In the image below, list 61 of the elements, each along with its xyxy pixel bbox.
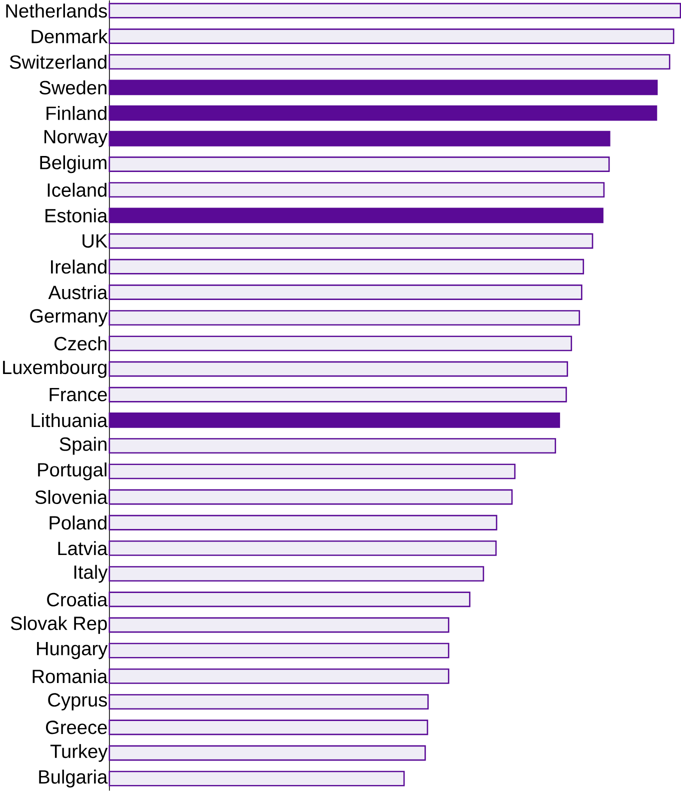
bar (108, 386, 567, 402)
y-tick-label: Cyprus (48, 693, 107, 710)
bar (108, 28, 674, 44)
y-tick-label: Latvia (58, 541, 108, 556)
y-tick-label: Switzerland (10, 54, 106, 69)
bar (108, 80, 658, 96)
y-tick-label: Croatia (47, 592, 108, 606)
y-tick-label: Czech (54, 336, 106, 350)
bar (108, 156, 610, 172)
y-tick-label: Iceland (48, 182, 106, 197)
bar (108, 336, 572, 352)
y-tick-label: Luxembourg (3, 360, 106, 378)
y-tick-label: Lithuania (32, 413, 108, 428)
bar (108, 208, 604, 224)
bar (108, 464, 516, 480)
y-tick-label: Belgium (40, 155, 106, 174)
y-tick-label: Sweden (39, 80, 106, 94)
y-tick-label: Estonia (45, 208, 108, 222)
bar (108, 770, 405, 786)
y-tick-label: Bulgaria (39, 770, 108, 788)
bar (108, 642, 450, 658)
bar (108, 617, 450, 633)
y-tick-label: Turkey (50, 744, 108, 762)
y-tick-label: Spain (60, 436, 106, 455)
bar (108, 310, 580, 326)
y-tick-label: Austria (48, 285, 108, 300)
y-tick-label: Ireland (51, 260, 106, 274)
y-tick-label: UK (82, 234, 108, 248)
y-tick-label: Slovenia (35, 490, 108, 504)
bar (108, 592, 470, 608)
y-tick-label: Netherlands (6, 4, 107, 18)
bar (108, 694, 429, 710)
y-tick-label: Slovak Rep (10, 616, 107, 634)
y-tick-label: Poland (50, 516, 106, 530)
y-tick-label: Italy (74, 564, 108, 583)
y-tick-label: Finland (46, 106, 106, 120)
bar (108, 720, 428, 736)
bar (108, 284, 582, 300)
y-tick-label: Norway (44, 130, 108, 148)
bar (108, 489, 513, 505)
bar (108, 745, 426, 761)
y-tick-label: Portugal (38, 462, 106, 480)
y-tick-label: Germany (30, 309, 108, 326)
bar (108, 258, 584, 274)
bar (108, 233, 594, 249)
bar (108, 668, 450, 684)
y-tick-label: Hungary (37, 642, 108, 660)
y-tick-label: France (50, 388, 107, 402)
bar (108, 361, 568, 377)
bar (108, 130, 610, 146)
bar (108, 566, 484, 582)
bar (108, 514, 498, 530)
bar (108, 438, 556, 454)
bar (108, 540, 497, 556)
y-tick-label: Romania (32, 669, 108, 684)
bar (108, 412, 560, 428)
bar (108, 105, 658, 121)
y-tick-label: Denmark (32, 29, 108, 44)
y-tick-label: Greece (46, 720, 107, 734)
bar (108, 54, 670, 70)
bar (108, 182, 605, 198)
